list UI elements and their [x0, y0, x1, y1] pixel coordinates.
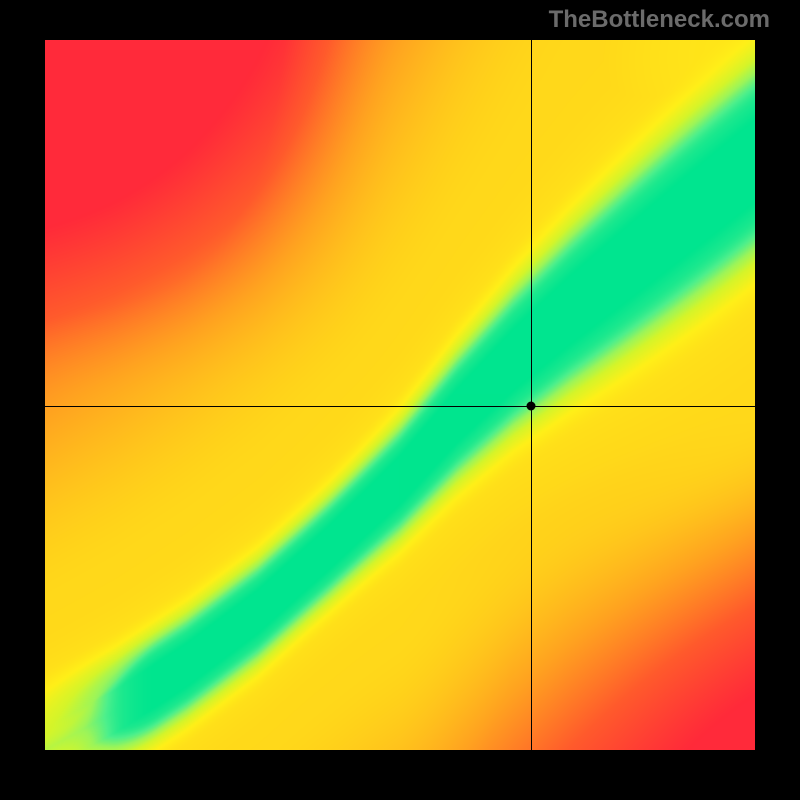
crosshair-vertical: [531, 40, 532, 750]
watermark-text: TheBottleneck.com: [549, 6, 770, 34]
chart-frame: TheBottleneck.com: [0, 0, 800, 800]
heatmap-canvas: [45, 40, 755, 750]
heatmap-plot: [45, 40, 755, 750]
marker-dot: [527, 401, 536, 410]
crosshair-horizontal: [45, 406, 755, 407]
